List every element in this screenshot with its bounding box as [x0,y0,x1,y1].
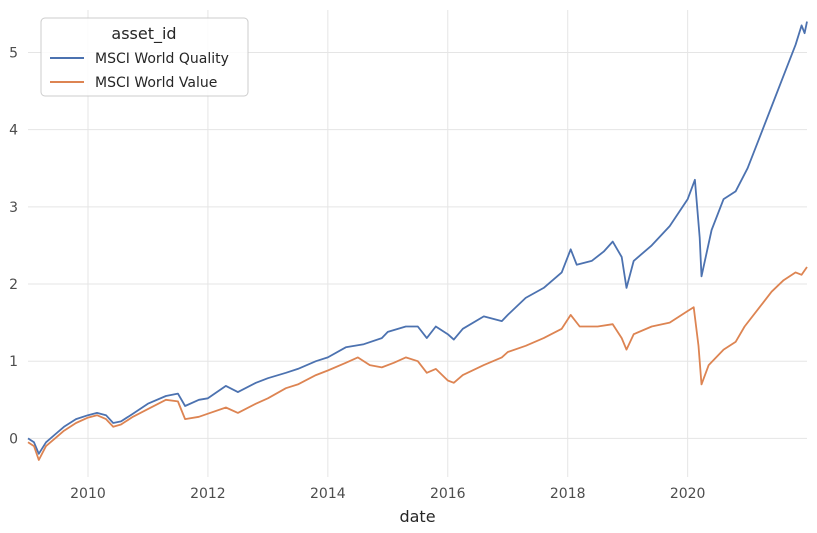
legend-box [40,17,249,97]
series-line-msci-world-value [27,266,808,461]
y-tick-label: 4 [9,123,18,139]
legend-label-msci-world-quality: MSCI World Quality [95,51,229,67]
legend-label-msci-world-value: MSCI World Value [95,75,217,91]
y-tick-label: 1 [9,354,18,370]
x-tick-label: 2020 [670,486,706,502]
series-lines [27,21,808,461]
x-axis-ticks: 2010 2012 2014 2016 2018 2020 [70,486,705,502]
x-axis-label: date [399,507,435,526]
y-tick-label: 0 [9,431,18,447]
legend: asset_id MSCI World Quality MSCI World V… [40,17,249,97]
legend-title: asset_id [111,24,176,44]
x-tick-label: 2018 [550,486,586,502]
x-tick-label: 2012 [190,486,226,502]
x-tick-label: 2010 [70,486,106,502]
x-tick-label: 2016 [430,486,466,502]
y-tick-label: 5 [9,45,18,61]
y-tick-label: 2 [9,277,18,293]
y-axis-ticks: 0 1 2 3 4 5 [9,45,18,447]
series-line-msci-world-quality [27,21,808,455]
x-tick-label: 2014 [310,486,346,502]
y-tick-label: 3 [9,200,18,216]
